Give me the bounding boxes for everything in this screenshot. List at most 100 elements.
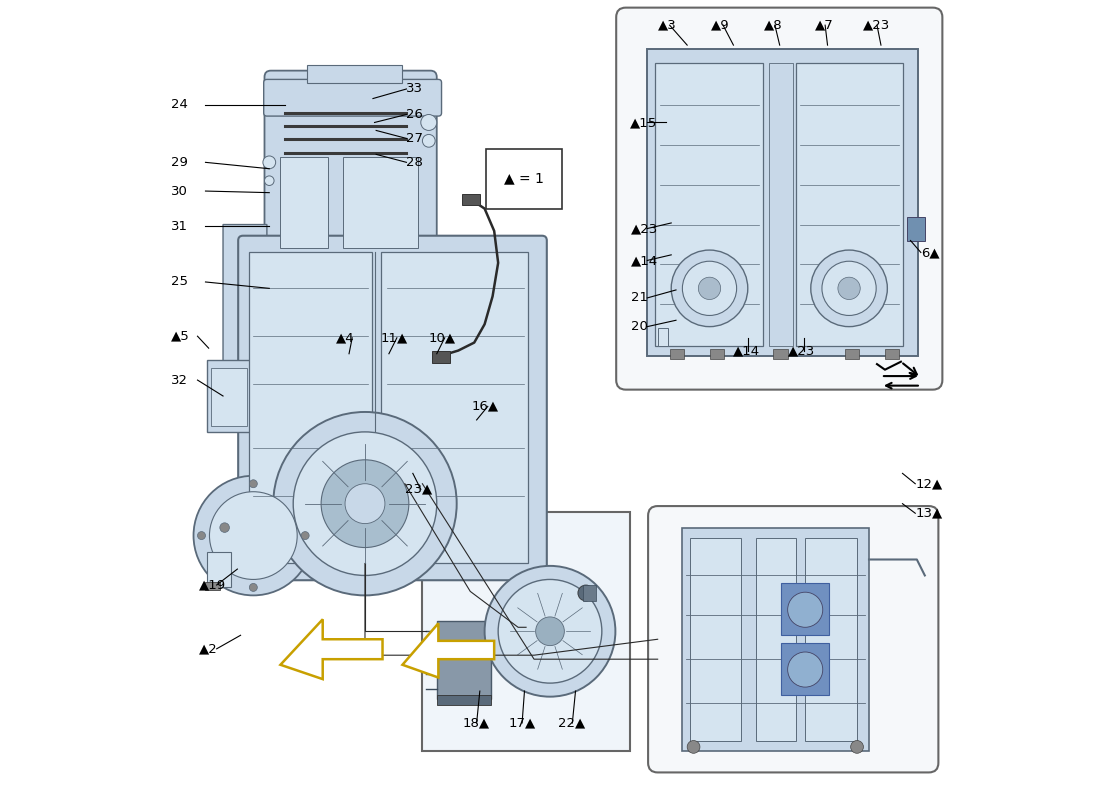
FancyBboxPatch shape (616, 8, 943, 390)
Circle shape (220, 523, 230, 532)
Bar (583, 585, 596, 601)
Text: 30: 30 (172, 185, 188, 198)
Circle shape (822, 262, 877, 315)
Bar (884, 349, 900, 358)
Polygon shape (223, 225, 267, 408)
Text: ▲4: ▲4 (337, 331, 355, 344)
Text: 10▲: 10▲ (429, 331, 455, 344)
Bar (207, 360, 253, 432)
Text: ▲3: ▲3 (658, 18, 676, 32)
Polygon shape (658, 328, 668, 346)
Text: 17▲: 17▲ (508, 717, 536, 730)
Bar (381, 253, 528, 563)
Bar (795, 62, 903, 346)
Polygon shape (403, 623, 494, 678)
Circle shape (250, 480, 257, 488)
Text: ▲14: ▲14 (734, 344, 760, 357)
Circle shape (811, 250, 888, 326)
Bar (437, 621, 491, 699)
Circle shape (273, 412, 456, 595)
Circle shape (682, 262, 737, 315)
Bar (781, 583, 829, 635)
Text: 13▲: 13▲ (915, 506, 943, 520)
Text: ▲23: ▲23 (631, 222, 659, 235)
Bar (805, 538, 857, 742)
Circle shape (698, 277, 720, 299)
Circle shape (345, 484, 385, 524)
Text: eurospares: eurospares (268, 391, 544, 537)
Text: a passion for parts since...: a passion for parts since... (251, 496, 530, 623)
Text: ▲23: ▲23 (788, 344, 815, 357)
Text: 16▲: 16▲ (472, 400, 499, 413)
Bar (756, 538, 795, 742)
Text: 18▲: 18▲ (462, 717, 490, 730)
Text: ▲23: ▲23 (862, 18, 890, 32)
FancyBboxPatch shape (264, 79, 441, 116)
Text: ▲8: ▲8 (763, 18, 782, 32)
Text: 23▲: 23▲ (405, 483, 432, 496)
Text: 27: 27 (407, 132, 424, 145)
Text: 28: 28 (407, 156, 424, 169)
Bar (211, 368, 248, 426)
Text: ▲19: ▲19 (199, 578, 227, 591)
Text: 12▲: 12▲ (915, 478, 943, 490)
Circle shape (321, 460, 409, 547)
Text: ▲2: ▲2 (199, 642, 218, 655)
Text: 29: 29 (172, 156, 188, 169)
FancyBboxPatch shape (264, 70, 437, 263)
Text: 32: 32 (172, 374, 188, 386)
Text: 26: 26 (407, 108, 424, 121)
Circle shape (301, 531, 309, 539)
Bar (682, 528, 869, 751)
Circle shape (838, 277, 860, 299)
Text: 33: 33 (407, 82, 424, 95)
Text: 11▲: 11▲ (381, 331, 408, 344)
Circle shape (498, 579, 602, 683)
FancyBboxPatch shape (486, 149, 562, 209)
Circle shape (671, 250, 748, 326)
Bar (670, 349, 684, 358)
Circle shape (536, 617, 564, 646)
Circle shape (198, 531, 206, 539)
FancyBboxPatch shape (422, 512, 629, 751)
Bar (656, 62, 763, 346)
Text: ▲15: ▲15 (629, 116, 657, 129)
Text: 22▲: 22▲ (558, 717, 585, 730)
Text: ▲14: ▲14 (631, 254, 659, 267)
Bar (432, 351, 450, 362)
Bar (249, 253, 372, 563)
Circle shape (578, 585, 594, 601)
FancyBboxPatch shape (648, 506, 938, 773)
Circle shape (422, 134, 436, 147)
Text: ▲5: ▲5 (172, 330, 190, 342)
Bar (908, 217, 925, 241)
Circle shape (850, 741, 864, 754)
Bar (307, 65, 403, 82)
Circle shape (788, 652, 823, 687)
Circle shape (421, 114, 437, 130)
Circle shape (294, 432, 437, 575)
Bar (280, 157, 328, 249)
Text: 6▲: 6▲ (921, 246, 939, 259)
Bar (437, 695, 491, 705)
Bar (781, 643, 829, 695)
Circle shape (688, 741, 700, 754)
Circle shape (194, 476, 314, 595)
Text: 24: 24 (172, 98, 188, 111)
Bar (647, 49, 918, 356)
Bar (207, 551, 231, 587)
Bar (769, 62, 793, 346)
Circle shape (250, 583, 257, 591)
Bar (710, 349, 724, 358)
Text: ▲7: ▲7 (815, 18, 834, 32)
Circle shape (264, 176, 274, 186)
Text: 20: 20 (631, 320, 648, 333)
Circle shape (263, 156, 276, 169)
Bar (462, 194, 480, 206)
Bar (206, 582, 220, 590)
Bar (773, 349, 788, 358)
Text: ▲9: ▲9 (711, 18, 729, 32)
Polygon shape (280, 619, 383, 679)
Bar (690, 538, 741, 742)
Circle shape (485, 566, 615, 697)
